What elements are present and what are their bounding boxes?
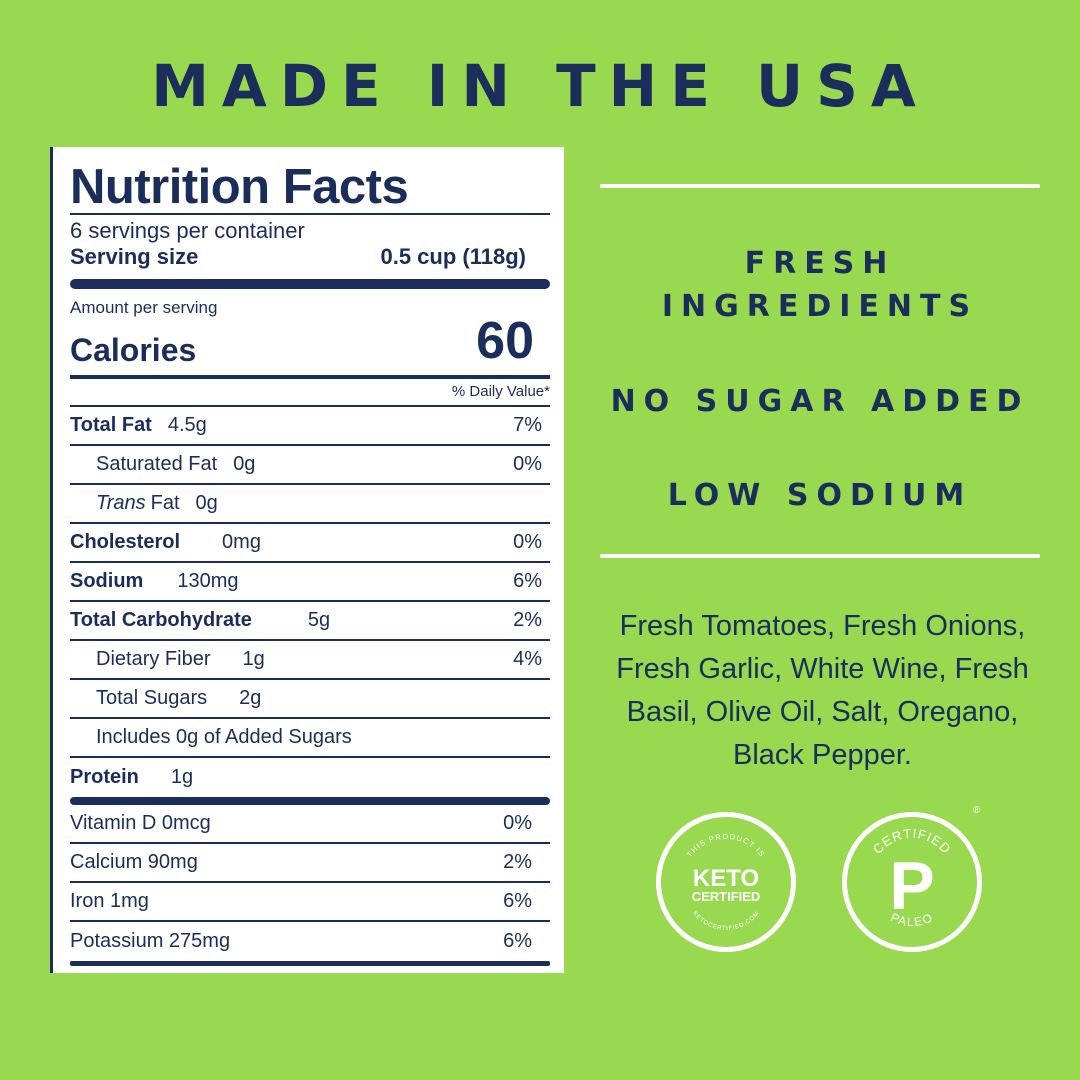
divider — [70, 213, 550, 215]
nutrient-percent: 0% — [513, 453, 542, 475]
svg-text:PALEO: PALEO — [888, 910, 935, 929]
nutrient-label: Cholesterol — [70, 531, 181, 553]
nutrient-row-total-sugars: Total Sugars 2g — [70, 680, 550, 719]
vitamin-row-potassium: Potassium 275mg 6% — [70, 922, 550, 961]
nutrient-row-cholesterol: Cholesterol 0mg 0% — [70, 524, 550, 563]
vitamin-label: Iron 1mg — [70, 890, 149, 912]
feature-fresh-ingredients: FRESH INGREDIENTS — [580, 242, 1060, 328]
svg-text:THIS PRODUCT IS: THIS PRODUCT IS — [685, 832, 767, 859]
nutrient-amount: 130mg — [177, 570, 239, 592]
calories-value: 60 — [476, 312, 534, 370]
vitamin-percent: 0% — [503, 812, 532, 834]
nutrient-percent: 7% — [513, 414, 542, 436]
nutrient-label: Saturated Fat — [96, 453, 218, 475]
nutrient-amount: 2g — [239, 687, 262, 709]
nutrient-row-total-fat: Total Fat 4.5g 7% — [70, 407, 550, 446]
nutrient-percent: 4% — [513, 648, 542, 670]
headline: MADE IN THE USA — [151, 52, 929, 120]
nutrient-label: Protein — [70, 766, 139, 788]
nutrient-label: Dietary Fiber — [96, 648, 211, 670]
decorative-divider-bottom — [600, 554, 1040, 558]
calories-row: Calories 60 — [70, 313, 550, 369]
keto-line1: KETO — [693, 865, 759, 892]
nutrient-label: Total Carbohydrate — [70, 609, 252, 631]
vitamin-percent: 6% — [503, 930, 532, 952]
thick-divider — [70, 279, 550, 289]
bottom-divider — [70, 961, 550, 966]
serving-size-row: Serving size 0.5 cup (118g) — [70, 243, 550, 271]
keto-line2: CERTIFIED — [692, 889, 761, 904]
paleo-bottom-text: PALEO — [888, 910, 934, 929]
nutrient-amount: 4.5g — [167, 414, 207, 436]
vitamin-percent: 6% — [503, 890, 532, 912]
nutrient-amount: 5g — [307, 609, 331, 631]
vitamin-row-vitamin-d: Vitamin D 0mcg 0% — [70, 805, 550, 844]
nutrient-label-italic: Trans — [96, 492, 146, 514]
nutrition-facts-title: Nutrition Facts — [70, 160, 409, 214]
keto-top-text: THIS PRODUCT IS — [685, 832, 766, 859]
medium-divider — [70, 375, 550, 379]
vitamin-row-calcium: Calcium 90mg 2% — [70, 844, 550, 883]
nutrient-amount: 1g — [242, 648, 265, 670]
registered-mark: ® — [973, 805, 981, 816]
nutrient-row-added-sugars: Includes 0g of Added Sugars — [70, 719, 550, 758]
vitamin-label: Vitamin D 0mcg — [70, 812, 211, 834]
serving-size-label: Serving size — [70, 244, 199, 269]
vitamin-percent: 2% — [503, 851, 532, 873]
keto-bottom-text: KETOCERTIFIED.COM — [691, 911, 760, 932]
nutrient-row-sodium: Sodium 130mg 6% — [70, 563, 550, 602]
nutrient-percent: 6% — [513, 570, 542, 592]
paleo-letter: P — [889, 848, 934, 924]
nutrient-percent: 0% — [513, 531, 542, 553]
decorative-divider-top — [600, 184, 1040, 188]
nutrient-label: Total Fat — [70, 414, 152, 436]
feature-no-sugar-added: NO SUGAR ADDED — [610, 384, 1030, 419]
daily-value-header: % Daily Value* — [70, 379, 550, 407]
servings-per-container: 6 servings per container — [70, 218, 305, 243]
nutrient-amount: 0g — [195, 492, 218, 514]
nutrient-label: Includes 0g of Added Sugars — [96, 726, 352, 748]
keto-badge-graphic: THIS PRODUCT IS KETO CERTIFIED KETOCERTI… — [685, 832, 767, 932]
nutrient-row-saturated-fat: Saturated Fat 0g 0% — [70, 446, 550, 485]
nutrient-amount: 1g — [170, 766, 194, 788]
paleo-certified-badge: CERTIFIED P PALEO — [842, 812, 982, 952]
nutrient-row-protein: Protein 1g — [70, 758, 550, 797]
nutrient-row-dietary-fiber: Dietary Fiber 1g 4% — [70, 641, 550, 680]
feature-fresh-line1: FRESH — [744, 246, 896, 281]
feature-low-sodium: LOW SODIUM — [667, 478, 973, 513]
nutrient-amount: 0g — [233, 453, 256, 475]
feature-fresh-line2: INGREDIENTS — [661, 289, 979, 324]
thick-divider — [70, 797, 550, 805]
calories-label: Calories — [70, 332, 197, 368]
keto-certified-badge: THIS PRODUCT IS KETO CERTIFIED KETOCERTI… — [656, 812, 796, 952]
nutrition-facts-panel: Nutrition Facts 6 servings per container… — [50, 147, 564, 973]
serving-size-value: 0.5 cup (118g) — [380, 244, 526, 269]
nutrient-amount: 0mg — [222, 531, 261, 553]
nutrient-row-trans-fat: Trans Fat 0g — [70, 485, 550, 524]
vitamin-label: Calcium 90mg — [70, 851, 198, 873]
nutrient-label: Fat — [150, 492, 180, 514]
vitamin-row-iron: Iron 1mg 6% — [70, 883, 550, 922]
vitamin-label: Potassium 275mg — [70, 930, 231, 952]
amount-per-serving: Amount per serving — [70, 298, 218, 317]
nutrient-label: Sodium — [70, 570, 144, 592]
svg-text:KETOCERTIFIED.COM: KETOCERTIFIED.COM — [691, 911, 761, 932]
paleo-badge-graphic: CERTIFIED P PALEO — [870, 826, 954, 929]
nutrient-row-total-carbohydrate: Total Carbohydrate 5g 2% — [70, 602, 550, 641]
ingredients-list: Fresh Tomatoes, Fresh Onions, Fresh Garl… — [616, 610, 1029, 771]
nutrient-percent: 2% — [513, 609, 542, 631]
nutrient-label: Total Sugars — [96, 687, 208, 709]
